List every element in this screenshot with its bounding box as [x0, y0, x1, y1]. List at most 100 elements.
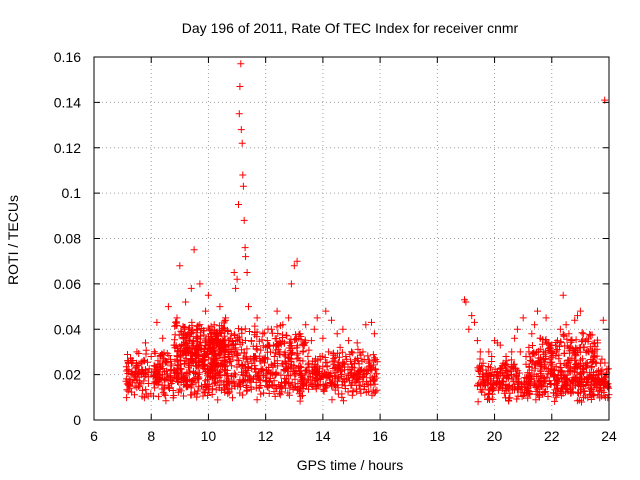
data-point [296, 384, 304, 392]
data-point [471, 318, 478, 326]
data-point [133, 376, 141, 384]
data-point [173, 356, 181, 364]
data-point [276, 348, 284, 356]
data-point [189, 338, 197, 346]
data-point [276, 389, 283, 397]
data-point [196, 358, 204, 366]
data-point [191, 370, 199, 377]
data-point [185, 376, 193, 384]
data-point [333, 330, 341, 338]
data-point [302, 321, 310, 329]
data-point [217, 386, 225, 394]
data-point [128, 367, 136, 375]
data-point [240, 216, 248, 224]
data-point [230, 269, 238, 276]
data-point [502, 353, 510, 360]
x-tick-label: 12 [258, 428, 274, 444]
data-point [250, 353, 258, 360]
data-point [136, 382, 144, 390]
data-point [529, 342, 536, 349]
data-point [286, 372, 294, 380]
data-point [172, 368, 180, 376]
data-point [196, 321, 204, 329]
data-point [305, 346, 313, 354]
data-point [282, 359, 290, 367]
data-point [235, 325, 242, 333]
data-point [297, 377, 305, 385]
data-point [273, 323, 281, 331]
data-point [228, 342, 236, 349]
data-point [202, 307, 210, 315]
data-point [124, 351, 131, 358]
data-point [131, 369, 139, 377]
data-point [247, 337, 255, 345]
data-point [279, 334, 286, 341]
data-point [338, 348, 346, 356]
data-point [513, 325, 521, 333]
data-point [277, 340, 285, 348]
data-point [144, 392, 152, 400]
data-point [239, 371, 247, 379]
data-point [354, 355, 361, 362]
data-point [494, 386, 502, 394]
data-point [567, 338, 575, 346]
data-point [191, 388, 199, 396]
data-point [544, 393, 552, 400]
data-point [270, 377, 278, 385]
x-tick-label: 18 [430, 428, 446, 444]
data-point [233, 356, 241, 364]
data-point [243, 345, 251, 353]
data-point [201, 365, 209, 373]
data-point [232, 337, 240, 344]
data-point [144, 380, 152, 387]
data-point [316, 376, 324, 383]
data-point [222, 345, 230, 353]
data-point [174, 378, 181, 385]
data-point [225, 353, 232, 360]
data-point [216, 303, 224, 311]
data-point [338, 393, 346, 401]
data-point [365, 359, 373, 367]
data-point [484, 377, 492, 385]
data-point [349, 387, 357, 395]
data-point [476, 355, 484, 363]
data-point [368, 366, 376, 374]
data-point [160, 349, 168, 357]
data-point [323, 382, 331, 389]
data-point [174, 388, 182, 396]
data-point [572, 352, 580, 360]
data-point [368, 318, 375, 326]
data-point [229, 340, 237, 348]
data-point [233, 349, 241, 357]
data-point [354, 345, 362, 353]
data-point [263, 382, 271, 390]
data-point [263, 369, 271, 377]
data-point [244, 372, 252, 380]
data-point [360, 385, 368, 393]
data-point [202, 384, 210, 391]
data-point [525, 369, 533, 377]
data-point [305, 359, 313, 367]
data-point [552, 393, 560, 401]
data-point [315, 382, 323, 390]
data-point [481, 391, 489, 399]
y-tick-label: 0.16 [54, 49, 81, 65]
data-point [223, 370, 231, 378]
data-point [584, 381, 592, 389]
data-point [210, 321, 218, 329]
data-point [164, 373, 172, 381]
data-point [342, 353, 350, 360]
data-point [283, 332, 291, 340]
data-point [280, 366, 288, 373]
data-point [361, 366, 369, 374]
data-point [241, 244, 249, 252]
data-point [580, 394, 587, 402]
data-point [528, 330, 536, 338]
data-point [209, 385, 216, 393]
data-point [260, 329, 268, 337]
data-point [533, 390, 541, 398]
data-point [239, 171, 247, 179]
data-point [153, 318, 161, 326]
